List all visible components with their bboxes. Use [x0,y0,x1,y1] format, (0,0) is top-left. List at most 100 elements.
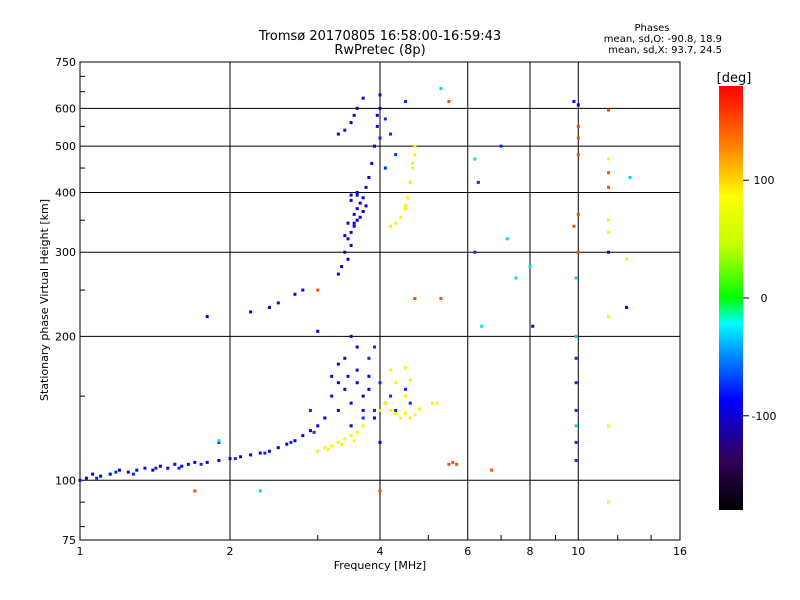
data-point [473,157,477,161]
data-point [336,362,340,366]
data-point [447,100,451,104]
data-point [154,466,158,470]
colorbar-tick-label: 100 [754,174,775,187]
data-point [343,128,347,132]
data-point [394,411,398,415]
data-point [378,440,382,444]
data-point [158,464,162,468]
data-point [576,153,580,157]
data-point [408,416,412,420]
data-point [276,446,280,450]
data-point [336,381,340,385]
data-point [349,243,353,247]
data-point [343,356,347,360]
data-point [117,468,121,472]
data-point [143,466,147,470]
data-point [355,106,359,110]
data-point [352,439,356,443]
chart-title: Tromsø 20170805 16:58:00-16:59:43 [258,29,501,44]
data-point [394,408,398,412]
data-point [367,387,371,391]
data-point [373,408,377,412]
colorbar-ticks: -100 0 100 [743,174,776,423]
y-tick-label: 200 [55,330,76,343]
data-point [383,166,387,170]
data-point [323,446,327,450]
data-point [343,387,347,391]
data-point [364,204,368,208]
data-point [389,368,393,372]
data-point [378,136,382,140]
data-point [361,424,365,428]
data-point [336,272,340,276]
data-point [326,447,330,451]
data-point [346,257,350,261]
x-tick-label: 16 [673,545,687,558]
data-point [364,185,368,189]
data-point [505,237,509,241]
data-point [249,310,253,314]
data-point [114,470,118,474]
data-point [173,462,177,466]
data-point [499,144,503,148]
data-point [476,180,480,184]
data-point [607,424,611,428]
data-point [267,449,271,453]
data-point [193,489,197,493]
data-point [607,315,611,319]
data-point [352,113,356,117]
data-point [480,324,484,328]
data-point [389,394,393,398]
data-point [258,451,262,455]
data-point [378,93,382,97]
y-tick-label: 100 [55,474,76,487]
data-point [193,460,197,464]
data-point [572,224,576,228]
data-point [394,381,398,385]
data-point [574,334,578,338]
data-point [233,457,237,461]
data-point [403,387,407,391]
colorbar-tick-label: 0 [761,292,768,305]
data-point [447,462,451,466]
y-axis-ticks: 75 100 200 300 400 500 600 750 [55,56,76,547]
data-point [378,381,382,385]
data-point [349,121,353,125]
data-point [574,276,578,280]
data-point [411,161,415,165]
data-point [413,413,417,417]
data-point [349,334,353,338]
data-point [431,401,435,405]
data-point [301,434,305,438]
data-point [349,424,353,428]
data-point [576,212,580,216]
data-point [574,440,578,444]
data-point [239,455,243,459]
data-point [417,407,421,411]
data-point [355,368,359,372]
data-point [180,464,184,468]
data-point [383,401,387,405]
data-point [84,476,88,480]
data-point [343,437,347,441]
data-point [514,276,518,280]
data-point [358,201,362,205]
data-point [394,221,398,225]
data-point [358,215,362,219]
data-point [361,96,365,100]
data-point [378,489,382,493]
data-point [375,124,379,128]
data-point [403,394,407,398]
y-tick-label: 750 [55,56,76,69]
data-point [293,292,297,296]
x-tick-label: 1 [77,545,84,558]
data-point [625,257,629,261]
data-point [349,193,353,197]
data-point [308,408,312,412]
data-point [312,430,316,434]
data-point [308,429,312,433]
data-point [346,237,350,241]
data-point [151,468,155,472]
data-point [352,224,356,228]
